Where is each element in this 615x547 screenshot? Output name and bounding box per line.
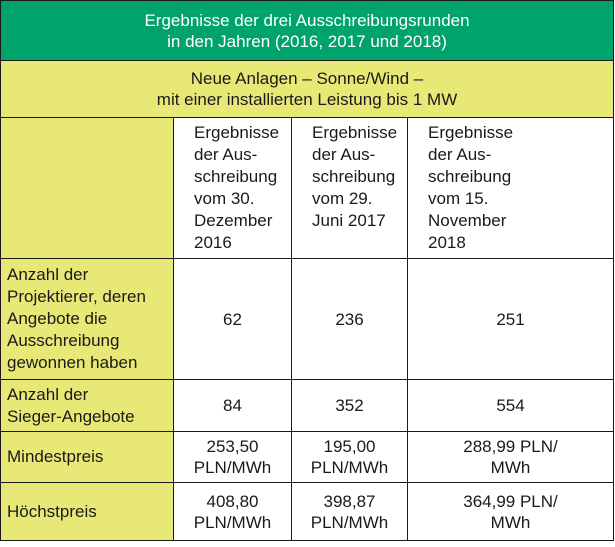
table-row: Anzahl der Sieger-Angebote 84 352 554 <box>0 379 615 432</box>
table-row: Mindestpreis 253,50 PLN/MWh 195,00 PLN/M… <box>0 431 615 483</box>
row-label-projektierer: Anzahl der Projektierer, deren Angebote … <box>0 258 174 380</box>
table-cell: 253,50 PLN/MWh <box>173 431 292 483</box>
column-header-row: Ergebnisse der Aus- schreibung vom 30. D… <box>0 117 615 259</box>
title-row: Ergebnisse der drei Ausschreibungsrunden… <box>0 0 615 61</box>
table-cell: 236 <box>291 258 408 380</box>
table-row: Höchstpreis 408,80 PLN/MWh 398,87 PLN/MW… <box>0 482 615 541</box>
table-title: Ergebnisse der drei Ausschreibungsrunden… <box>0 0 615 61</box>
table-row: Anzahl der Projektierer, deren Angebote … <box>0 258 615 380</box>
column-header-2016: Ergebnisse der Aus- schreibung vom 30. D… <box>173 117 292 259</box>
table-cell: 288,99 PLN/ MWh <box>406 431 615 483</box>
table-cell: 251 <box>406 258 615 380</box>
table-cell: 352 <box>291 379 408 432</box>
subtitle-row: Neue Anlagen – Sonne/Wind – mit einer in… <box>0 60 615 118</box>
row-label-hoechstpreis: Höchstpreis <box>0 482 174 541</box>
row-label-sieger-angebote: Anzahl der Sieger-Angebote <box>0 379 174 432</box>
table-cell: 84 <box>173 379 292 432</box>
table-cell: 408,80 PLN/MWh <box>173 482 292 541</box>
column-header-2017: Ergebnisse der Aus- schreibung vom 29. J… <box>291 117 408 259</box>
table-cell: 398,87 PLN/MWh <box>291 482 408 541</box>
row-label-mindestpreis: Mindestpreis <box>0 431 174 483</box>
column-header-2018: Ergebnisse der Aus- schreibung vom 15. N… <box>406 117 615 259</box>
table-subtitle: Neue Anlagen – Sonne/Wind – mit einer in… <box>0 60 615 118</box>
table-cell: 62 <box>173 258 292 380</box>
table-cell: 554 <box>406 379 615 432</box>
table-cell: 364,99 PLN/ MWh <box>406 482 615 541</box>
header-empty-cell <box>0 117 174 259</box>
table-cell: 195,00 PLN/MWh <box>291 431 408 483</box>
